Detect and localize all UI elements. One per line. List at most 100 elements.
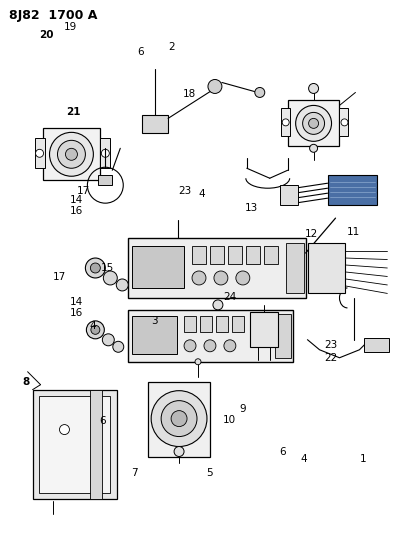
Circle shape (60, 425, 70, 434)
Circle shape (102, 149, 109, 157)
Bar (327, 175, 377, 205)
Bar (128, 238, 306, 298)
Circle shape (58, 140, 85, 168)
Bar (90, 390, 102, 499)
Circle shape (308, 118, 319, 128)
Bar (100, 139, 110, 168)
Text: 9: 9 (239, 404, 246, 414)
Text: 13: 13 (245, 203, 258, 213)
Bar (184, 316, 196, 332)
Circle shape (308, 84, 319, 93)
Text: 6: 6 (100, 416, 106, 426)
Circle shape (214, 271, 228, 285)
Bar (98, 175, 112, 185)
Bar (39, 395, 110, 494)
Text: 4: 4 (198, 189, 205, 199)
Circle shape (113, 341, 124, 352)
Bar (148, 382, 210, 456)
Text: 6: 6 (137, 47, 144, 56)
Text: 23: 23 (178, 186, 192, 196)
Bar (365, 338, 389, 352)
Text: 7: 7 (131, 468, 138, 478)
Text: 18: 18 (183, 88, 196, 99)
Bar (228, 246, 242, 264)
Bar (281, 108, 290, 136)
Circle shape (87, 321, 104, 339)
Circle shape (116, 279, 128, 291)
Bar (280, 185, 298, 205)
Circle shape (91, 325, 100, 334)
Bar (210, 246, 224, 264)
Circle shape (310, 144, 318, 152)
Bar (264, 246, 278, 264)
Circle shape (85, 258, 105, 278)
Bar (200, 316, 212, 332)
Circle shape (151, 391, 207, 447)
Text: 21: 21 (66, 107, 81, 117)
Circle shape (208, 79, 222, 93)
Circle shape (90, 263, 100, 273)
Text: 2: 2 (169, 43, 175, 52)
Text: 8J82  1700 A: 8J82 1700 A (9, 9, 97, 22)
Circle shape (171, 410, 187, 426)
Circle shape (192, 271, 206, 285)
Circle shape (184, 340, 196, 352)
Circle shape (195, 359, 201, 365)
Circle shape (161, 401, 197, 437)
Text: 22: 22 (324, 353, 337, 363)
Text: 16: 16 (70, 308, 83, 318)
Text: 12: 12 (305, 229, 318, 239)
Bar (250, 312, 278, 347)
Circle shape (66, 148, 77, 160)
Bar (142, 116, 168, 133)
Bar (35, 139, 45, 168)
Bar (286, 243, 304, 293)
Text: 10: 10 (222, 415, 235, 425)
Bar (246, 246, 260, 264)
Text: 17: 17 (52, 272, 66, 282)
Text: 14: 14 (70, 297, 83, 307)
Text: 20: 20 (39, 30, 53, 41)
Text: 14: 14 (70, 195, 83, 205)
Circle shape (102, 334, 114, 346)
Bar (128, 310, 293, 362)
Bar (288, 100, 339, 147)
Bar (232, 316, 244, 332)
Text: 6: 6 (279, 447, 286, 456)
Bar (168, 240, 188, 252)
Text: 19: 19 (64, 22, 77, 33)
Text: 3: 3 (151, 316, 158, 326)
Text: 4: 4 (301, 454, 307, 464)
Bar (339, 108, 348, 136)
Circle shape (282, 119, 289, 126)
Circle shape (236, 271, 250, 285)
Text: 8: 8 (23, 377, 30, 387)
Bar (308, 243, 346, 293)
Circle shape (341, 119, 348, 126)
Circle shape (49, 132, 93, 176)
Bar (216, 316, 228, 332)
Text: 5: 5 (206, 468, 213, 478)
Circle shape (255, 87, 265, 98)
Text: 16: 16 (70, 206, 83, 216)
Text: 4: 4 (90, 321, 96, 331)
Circle shape (213, 300, 223, 310)
Text: 11: 11 (346, 227, 359, 237)
Text: 24: 24 (223, 292, 236, 302)
Text: 1: 1 (359, 454, 366, 464)
Bar (132, 316, 177, 354)
Bar (192, 246, 206, 264)
Bar (132, 246, 184, 288)
Circle shape (224, 340, 236, 352)
Circle shape (174, 447, 184, 456)
Text: 17: 17 (77, 186, 90, 196)
Bar (43, 128, 100, 180)
Circle shape (103, 271, 117, 285)
Circle shape (303, 112, 325, 134)
Text: 23: 23 (324, 340, 337, 350)
Circle shape (36, 149, 43, 157)
Circle shape (204, 340, 216, 352)
Bar (275, 314, 291, 358)
Text: 15: 15 (101, 263, 115, 273)
Bar (32, 390, 117, 499)
